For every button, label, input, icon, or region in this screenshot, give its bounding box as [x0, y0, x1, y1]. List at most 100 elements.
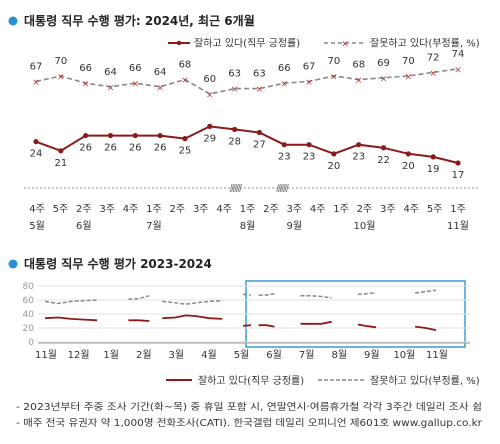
chart2-month-tick-label: 12월	[68, 349, 90, 361]
approve-value-label: 26	[104, 143, 117, 154]
approve-value-label: 23	[352, 152, 365, 163]
chart2-month-tick-label: 9월	[364, 349, 380, 361]
disapprove-point: ×	[231, 85, 239, 95]
disapprove-point: ×	[429, 69, 437, 79]
axis-break-mark	[279, 183, 283, 193]
axis-break-mark	[236, 183, 239, 193]
axis-break-mark	[229, 183, 233, 193]
approve-point	[107, 132, 114, 139]
chart2-approve-segment	[44, 316, 98, 322]
approve-value-label: 20	[402, 161, 415, 172]
week-tick-label: 4주	[216, 204, 232, 215]
axis-break-mark	[285, 183, 289, 193]
axis-break-mark	[231, 183, 234, 193]
week-tick-label: 2주	[170, 204, 186, 215]
week-tick-label: 2주	[76, 204, 92, 215]
chart2-month-tick-label: 11월	[35, 349, 57, 361]
week-tick-label: 3주	[380, 204, 396, 215]
axis-break-mark	[284, 183, 288, 193]
chart2-disapprove-segment	[162, 299, 223, 305]
title-bullet-icon	[8, 259, 18, 269]
axis-break-mark	[239, 183, 242, 193]
week-tick-label: 1주	[450, 204, 466, 215]
disapprove-point: ×	[107, 83, 115, 93]
week-tick-label: 2주	[263, 204, 279, 215]
disapprove-point: ×	[181, 76, 189, 86]
chart2-approve-segment	[357, 323, 377, 329]
approve-value-label: 26	[79, 143, 92, 154]
disapprove-value-label: 60	[203, 74, 216, 85]
chart2-legend-approve-label: 잘하고 있다(직무 긍정률)	[198, 374, 304, 387]
chart2-approve-segment	[162, 314, 223, 320]
disapprove-value-label: 68	[179, 60, 192, 71]
chart2-disapprove-segment	[415, 289, 437, 294]
week-tick-label: 2주	[357, 204, 373, 215]
disapprove-point: ×	[454, 65, 462, 75]
disapprove-value-label: 70	[402, 56, 415, 67]
chart2-approve-segment	[128, 319, 150, 322]
chart2-month-tick-label: 2월	[136, 349, 152, 361]
approve-point	[132, 132, 138, 139]
disapprove-point: ×	[330, 73, 338, 83]
chart2-approve-segment	[243, 324, 251, 327]
disapprove-point: ×	[82, 80, 90, 90]
footnote-line: - 2023년부터 주중 조사 기간(화~목) 중 휴일 포함 시, 연말연시·…	[16, 401, 482, 413]
approve-point	[331, 151, 337, 157]
chart2-y-tick-label: 20	[23, 324, 35, 334]
disapprove-value-label: 67	[303, 61, 316, 72]
chart1-title: 대통령 직무 수행 평가: 2024년, 최근 6개월	[24, 13, 255, 28]
axis-break-mark	[232, 183, 236, 193]
chart2-disapprove-segment	[243, 293, 251, 296]
approve-value-label: 28	[228, 136, 241, 147]
month-tick-label: 8월	[240, 220, 256, 232]
legend-disapprove-label: 잘못하고 있다(부정률, %)	[370, 37, 480, 50]
approve-point	[281, 142, 287, 148]
chart2-month-tick-label: 6월	[266, 349, 282, 361]
disapprove-point: ×	[206, 91, 214, 101]
approve-point	[430, 154, 436, 160]
month-tick-label: 7월	[146, 220, 162, 232]
disapprove-point: ×	[280, 80, 288, 90]
chart2-month-tick-label: 11월	[426, 349, 448, 361]
approve-point	[405, 151, 411, 157]
week-tick-label: 4주	[123, 204, 139, 215]
chart2-disapprove-segment	[357, 292, 377, 296]
axis-break-mark	[277, 183, 281, 193]
month-tick-label: 9월	[286, 220, 302, 232]
approve-value-label: 29	[203, 133, 216, 144]
axis-break-mark	[282, 183, 286, 193]
axis-break-mark	[276, 183, 280, 193]
chart2-approve-segment	[414, 325, 437, 331]
month-tick-label: 11월	[447, 220, 469, 232]
disapprove-value-label: 74	[452, 49, 465, 60]
footnote-line: - 매주 전국 유권자 약 1,000명 전화조사(CATI). 한국갤럽 데일…	[16, 417, 482, 429]
approve-point	[58, 148, 64, 154]
disapprove-value-label: 64	[104, 67, 117, 78]
week-tick-label: 5주	[427, 204, 443, 215]
disapprove-value-label: 66	[129, 63, 142, 74]
week-tick-label: 4주	[29, 204, 45, 215]
chart2-title: 대통령 직무 수행 평가 2023-2024	[24, 256, 212, 271]
disapprove-point: ×	[132, 80, 140, 90]
chart2-month-tick-label: 1월	[103, 349, 119, 361]
approve-point	[182, 136, 188, 142]
disapprove-series-line	[35, 68, 459, 95]
chart2-disapprove-segment	[258, 292, 275, 296]
week-tick-label: 5주	[53, 204, 69, 215]
axis-break-mark	[237, 183, 241, 193]
chart2-disapprove-segment	[300, 295, 332, 299]
chart2-legend-disapprove-label: 잘못하고 있다(부정률, %)	[370, 374, 480, 387]
axis-break-mark	[234, 183, 238, 193]
approve-value-label: 23	[303, 152, 316, 163]
disapprove-value-label: 66	[79, 63, 92, 74]
approve-value-label: 20	[328, 161, 341, 172]
approve-value-label: 17	[452, 170, 465, 181]
week-tick-label: 4주	[310, 204, 326, 215]
legend-disapprove-marker: ×	[341, 40, 349, 50]
approve-point	[256, 129, 263, 136]
disapprove-point: ×	[305, 78, 313, 88]
disapprove-point: ×	[156, 83, 164, 93]
approve-series-line	[35, 125, 459, 164]
